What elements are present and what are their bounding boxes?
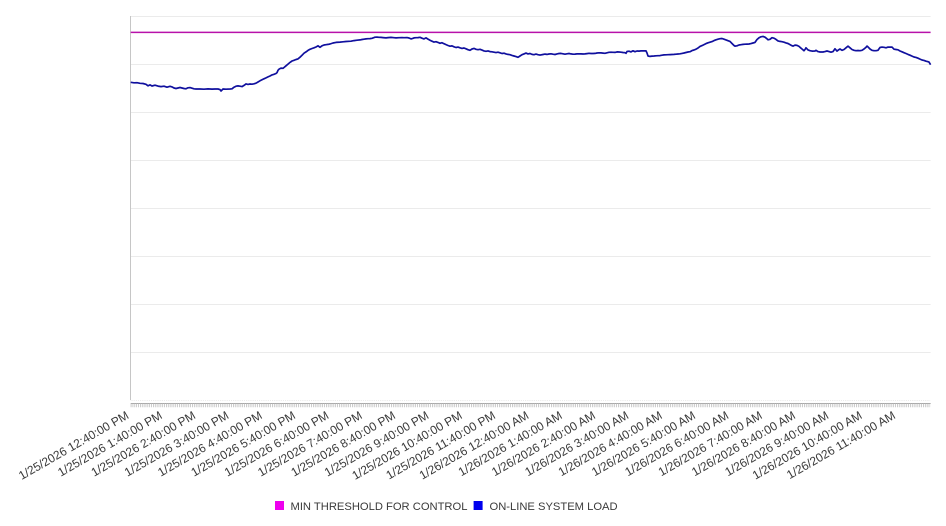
svg-text:ON-LINE SYSTEM LOAD: ON-LINE SYSTEM LOAD [490, 501, 618, 513]
svg-text:MIN THRESHOLD FOR CONTROL: MIN THRESHOLD FOR CONTROL [291, 501, 468, 513]
